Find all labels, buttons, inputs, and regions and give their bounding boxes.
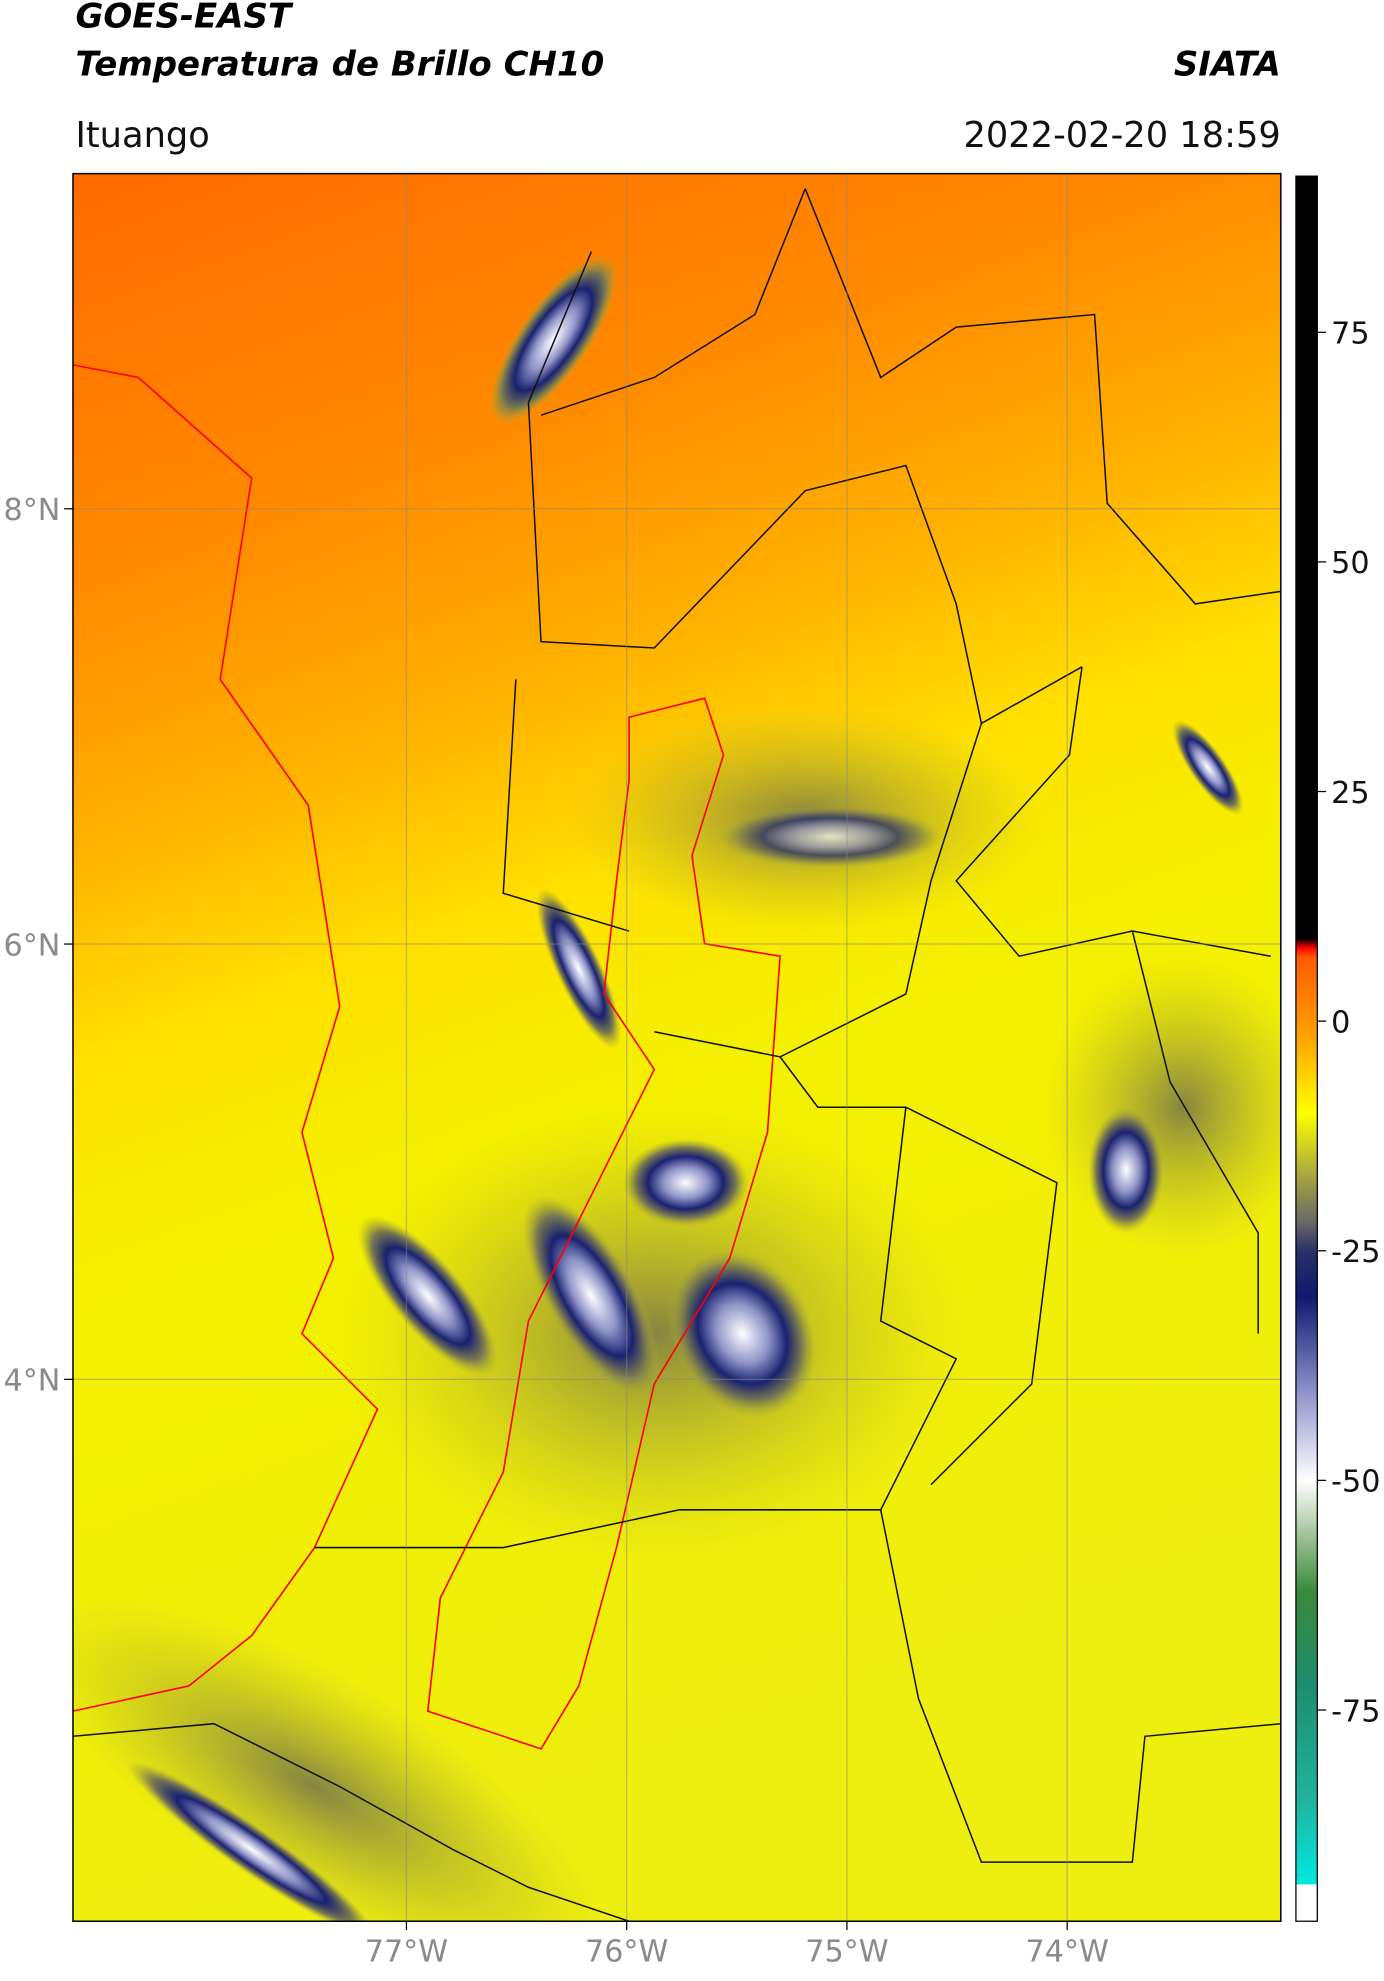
- cloud: [1172, 720, 1244, 815]
- colorbar-tick-label: -50: [1331, 1465, 1380, 1500]
- colorbar-segment: [1295, 1112, 1318, 1178]
- subtitle: Temperatura de Brillo CH10: [75, 44, 604, 84]
- colorbar-tick-label: -75: [1331, 1694, 1380, 1729]
- colorbar-segment: [1295, 1884, 1318, 1922]
- cloud: [127, 1760, 376, 1922]
- map-frame: [72, 172, 1282, 1922]
- colorbar: 75 50 25 0 -25 -50 -75: [1295, 176, 1380, 1922]
- colorbar-segment: [1295, 1480, 1318, 1527]
- department-border: [426, 697, 781, 1750]
- cloud: [489, 254, 619, 425]
- cloud: [622, 1138, 749, 1227]
- coastline: [72, 364, 379, 1712]
- cloud: [523, 1195, 660, 1397]
- colorbar-segment: [1295, 1526, 1318, 1592]
- colorbar-segment: [1295, 1250, 1318, 1298]
- colorbar-segment: [1295, 956, 1318, 1041]
- colorbar-segment: [1295, 1388, 1318, 1481]
- title: GOES-EAST: [75, 0, 293, 37]
- colorbar-tick-label: 25: [1331, 776, 1369, 811]
- cloud-haze: [1044, 956, 1281, 1259]
- colorbar-segment: [1295, 1801, 1318, 1885]
- y-tick-label: 6°N: [4, 928, 61, 963]
- colorbar-segment: [1295, 1177, 1318, 1224]
- colorbar-frame: [1295, 175, 1318, 1922]
- colorbar-tick-label: -25: [1331, 1235, 1380, 1270]
- cloud: [1088, 1107, 1164, 1234]
- x-tick-label: 77°W: [365, 1934, 448, 1969]
- cloud: [717, 805, 944, 869]
- x-tick-label: 76°W: [585, 1934, 668, 1969]
- cloud: [536, 888, 622, 1050]
- x-tick-label: 75°W: [805, 1934, 888, 1969]
- colorbar-segment: [1295, 1590, 1318, 1683]
- colorbar-segment: [1295, 176, 1318, 939]
- colorbar-tick-label: 75: [1331, 317, 1369, 352]
- cloud-haze: [72, 1595, 604, 1922]
- y-tick-label: 4°N: [4, 1364, 61, 1399]
- colorbar-tick-label: 0: [1331, 1005, 1350, 1040]
- admin-border: [72, 188, 1281, 1922]
- y-tick-label: 8°N: [4, 493, 61, 528]
- graticule: 77°W 76°W 75°W 74°W 8°N 6°N 4°N: [4, 173, 1281, 1969]
- location: Ituango: [75, 115, 209, 156]
- colorbar-tick-label: 50: [1331, 546, 1369, 581]
- colorbar-segment: [1295, 938, 1318, 949]
- colorbar-segment: [1295, 1223, 1318, 1252]
- colorbar-segment: [1295, 1039, 1318, 1114]
- colorbar-segment: [1295, 1682, 1318, 1803]
- x-tick-label: 74°W: [1026, 1934, 1109, 1969]
- source: SIATA: [1174, 44, 1281, 84]
- cloud: [357, 1215, 498, 1377]
- colorbar-segment: [1295, 1296, 1318, 1390]
- datetime: 2022-02-20 18:59: [963, 115, 1280, 156]
- map: [72, 173, 1281, 1922]
- colorbar-segment: [1295, 947, 1318, 958]
- cloud: [667, 1249, 817, 1418]
- colorbar-segment: [1295, 1883, 1318, 1886]
